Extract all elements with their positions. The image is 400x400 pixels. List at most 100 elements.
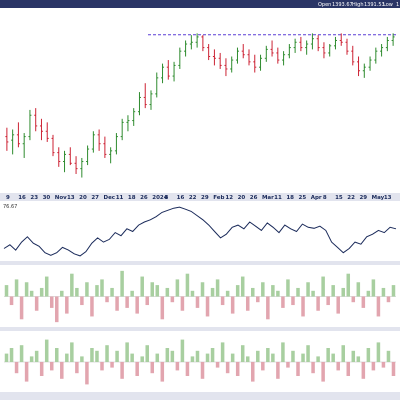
histogram-bar bbox=[195, 296, 200, 308]
histogram-bar bbox=[261, 282, 265, 297]
histogram-bar bbox=[55, 296, 59, 323]
high-value: 1391.53 bbox=[364, 2, 385, 8]
histogram-bar bbox=[105, 345, 109, 362]
x-tick-label: 16 bbox=[18, 195, 26, 201]
x-tick-label: 26 bbox=[140, 195, 148, 201]
histogram-bar bbox=[381, 287, 386, 297]
histogram-bar bbox=[376, 296, 381, 317]
histogram-bar bbox=[130, 290, 134, 297]
x-tick-label: Nov bbox=[55, 195, 67, 201]
histogram-bar bbox=[200, 362, 205, 379]
histogram-bar bbox=[39, 287, 44, 297]
histogram-bar bbox=[44, 339, 49, 362]
histogram-bar bbox=[276, 362, 280, 379]
histogram-bar bbox=[386, 350, 391, 362]
histogram-bar bbox=[100, 279, 104, 297]
histogram-bar bbox=[65, 353, 69, 362]
histogram-bar bbox=[296, 362, 300, 376]
histogram-bar bbox=[190, 290, 195, 297]
x-tick-label: May bbox=[372, 195, 385, 201]
x-tick-label: 18 bbox=[286, 195, 294, 201]
indicator-panel bbox=[3, 206, 397, 257]
histogram-bar bbox=[145, 296, 149, 306]
histogram-bar bbox=[326, 348, 330, 362]
histogram-bar bbox=[210, 348, 215, 362]
histogram-bar bbox=[276, 290, 280, 297]
histogram-bar bbox=[4, 285, 9, 297]
x-tick-label: 23 bbox=[30, 195, 38, 201]
histogram-bar bbox=[331, 353, 335, 362]
histogram-bar bbox=[251, 362, 255, 382]
histogram-bar bbox=[60, 362, 64, 379]
histogram-bar bbox=[125, 342, 129, 362]
histogram-bar bbox=[85, 362, 89, 385]
histogram-bar bbox=[150, 362, 155, 374]
histogram-bar bbox=[175, 362, 180, 371]
histogram-bar bbox=[301, 296, 305, 317]
separator-2 bbox=[0, 327, 400, 331]
histogram-bar bbox=[170, 350, 175, 362]
x-tick-label: 20 bbox=[238, 195, 246, 201]
histogram-bar bbox=[321, 276, 325, 297]
histogram-bar bbox=[49, 362, 54, 371]
histogram-bar bbox=[180, 296, 185, 311]
separator-1 bbox=[0, 261, 400, 265]
histogram-bar bbox=[351, 350, 356, 362]
histogram-bar bbox=[245, 356, 250, 362]
histogram-bar bbox=[150, 282, 155, 297]
histogram-bar bbox=[29, 290, 34, 297]
histogram-bar bbox=[130, 353, 134, 362]
histogram-bar bbox=[14, 279, 19, 297]
x-tick-label: 12 bbox=[225, 195, 233, 201]
histogram-bar bbox=[230, 296, 235, 314]
histogram-bar bbox=[165, 348, 170, 362]
x-axis-band bbox=[0, 193, 400, 201]
histogram-bar bbox=[266, 348, 270, 362]
histogram-bar bbox=[155, 353, 160, 362]
histogram-bar bbox=[316, 296, 320, 311]
header-bar bbox=[0, 0, 400, 8]
x-tick-label: 13 bbox=[384, 195, 392, 201]
histogram-bar bbox=[235, 362, 240, 376]
histogram-bar bbox=[306, 282, 310, 297]
histogram-bar bbox=[316, 356, 320, 362]
histogram-bar bbox=[95, 350, 99, 362]
histogram-bar bbox=[341, 287, 345, 297]
histogram-bar bbox=[281, 296, 285, 308]
x-tick-label: 29 bbox=[201, 195, 209, 201]
histogram-bar bbox=[80, 356, 84, 362]
histogram-bar bbox=[266, 296, 270, 320]
histogram-bar bbox=[170, 296, 175, 303]
histogram-bar bbox=[220, 342, 225, 362]
histogram-bar bbox=[371, 279, 376, 297]
histogram-bar bbox=[391, 362, 396, 376]
histogram-bar bbox=[29, 356, 34, 362]
x-tick-label: 25 bbox=[299, 195, 307, 201]
price-panel bbox=[5, 33, 396, 178]
histogram-bar bbox=[245, 296, 250, 311]
histogram-bar bbox=[9, 296, 14, 306]
histogram-panel-1 bbox=[4, 270, 396, 323]
x-tick-label: 16 bbox=[177, 195, 185, 201]
histogram-bar bbox=[90, 296, 94, 317]
histogram-bar bbox=[391, 285, 396, 297]
histogram-bar bbox=[34, 350, 39, 362]
histogram-bar bbox=[271, 353, 275, 362]
histogram-bar bbox=[301, 353, 305, 362]
high-label: High bbox=[352, 2, 364, 8]
histogram-bar bbox=[215, 362, 220, 368]
histogram-bar bbox=[165, 287, 170, 297]
histogram-bar bbox=[135, 296, 139, 314]
histogram-bar bbox=[24, 282, 29, 297]
histogram-bar bbox=[361, 362, 366, 379]
histogram-bar bbox=[326, 296, 330, 306]
histogram-bar bbox=[185, 273, 190, 297]
histogram-bar bbox=[145, 345, 149, 362]
histogram-bar bbox=[110, 362, 114, 368]
histogram-bar bbox=[225, 290, 230, 297]
histogram-bar bbox=[200, 282, 205, 297]
histogram-bar bbox=[230, 353, 235, 362]
low-label: Low bbox=[383, 2, 393, 8]
indicator-line bbox=[3, 206, 397, 257]
histogram-bar bbox=[70, 342, 74, 362]
